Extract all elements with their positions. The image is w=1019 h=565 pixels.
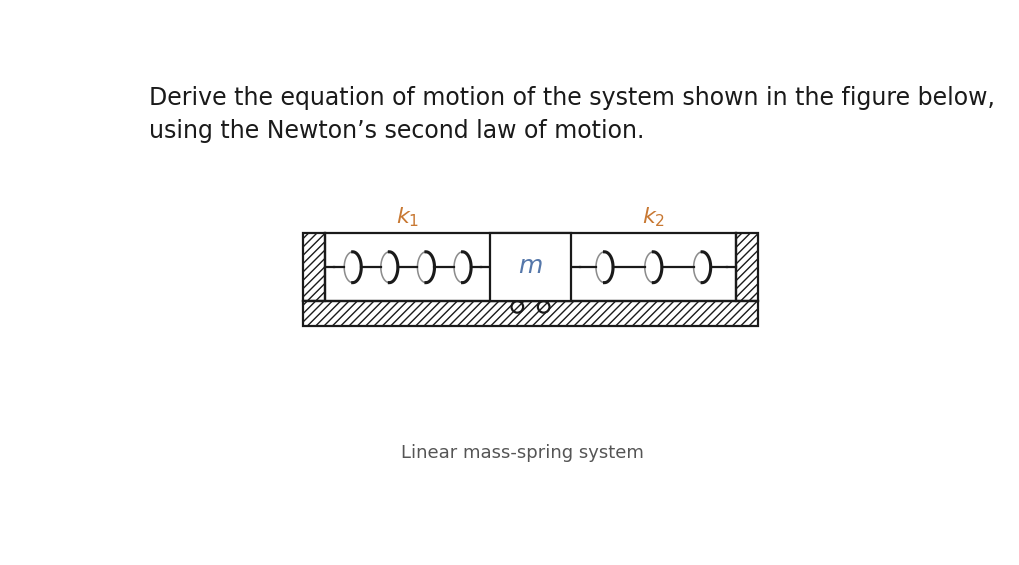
Text: $k_1$: $k_1$ bbox=[395, 205, 419, 229]
Polygon shape bbox=[303, 233, 325, 301]
Text: using the Newton’s second law of motion.: using the Newton’s second law of motion. bbox=[149, 119, 644, 144]
Text: Derive the equation of motion of the system shown in the figure below,: Derive the equation of motion of the sys… bbox=[149, 85, 995, 110]
Text: $m$: $m$ bbox=[518, 254, 542, 277]
Polygon shape bbox=[490, 233, 571, 301]
Text: Linear mass-spring system: Linear mass-spring system bbox=[400, 444, 644, 462]
Text: $k_2$: $k_2$ bbox=[641, 205, 664, 229]
Polygon shape bbox=[303, 301, 757, 326]
Polygon shape bbox=[735, 233, 757, 301]
